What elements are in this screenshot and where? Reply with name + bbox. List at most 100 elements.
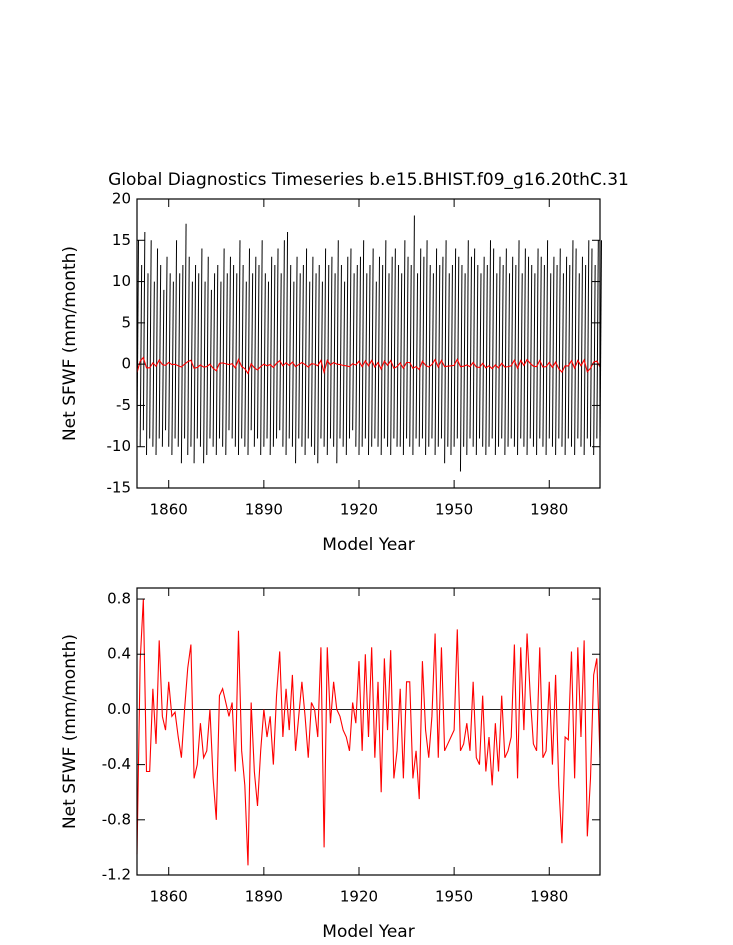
range-stroke [368, 265, 371, 455]
plot-frame [136, 587, 601, 876]
range-stroke [526, 256, 530, 455]
range-stroke [177, 273, 181, 447]
range-stroke [161, 289, 165, 447]
x-tick-label: 1920 [340, 501, 378, 519]
range-stroke [222, 248, 225, 447]
range-stroke [228, 256, 231, 431]
range-stroke [574, 248, 577, 455]
range-stroke [285, 232, 289, 455]
range-stroke [402, 240, 406, 455]
range-stroke [406, 256, 409, 439]
range-stroke [409, 265, 412, 447]
range-stroke [561, 273, 564, 447]
range-stroke [209, 289, 212, 439]
y-tick-label: 0.8 [107, 590, 131, 608]
range-stroke [333, 273, 336, 447]
range-stroke [475, 265, 479, 455]
y-tick-label: -5 [116, 396, 131, 414]
range-stroke [421, 256, 425, 439]
y-tick-label: -1.2 [102, 866, 131, 884]
range-stroke [234, 273, 238, 447]
range-stroke [361, 240, 365, 447]
y-tick-label: -0.8 [102, 810, 131, 828]
x-tick-label: 1980 [530, 888, 568, 906]
range-stroke [212, 273, 216, 447]
y-tick-label: 20 [112, 190, 131, 208]
range-stroke [348, 248, 352, 439]
range-stroke [266, 281, 270, 439]
range-stroke [383, 240, 387, 439]
x-tick-label: 1860 [150, 888, 188, 906]
range-stroke [260, 240, 263, 455]
range-stroke [431, 273, 434, 439]
range-stroke [583, 265, 587, 455]
range-stroke [180, 265, 184, 464]
range-stroke [231, 265, 235, 439]
range-stroke [564, 256, 568, 455]
range-stroke [272, 265, 276, 447]
x-tick-label: 1890 [245, 888, 283, 906]
x-tick-label: 1950 [435, 888, 473, 906]
y-tick-label: 5 [121, 313, 131, 331]
range-stroke [520, 273, 523, 439]
x-tick-label: 1980 [530, 501, 568, 519]
range-stroke [298, 273, 301, 439]
range-stroke [310, 256, 314, 447]
range-stroke [596, 240, 599, 439]
range-stroke [412, 215, 415, 455]
range-stroke [326, 265, 330, 455]
range-stroke [323, 248, 327, 447]
range-stroke [507, 273, 511, 447]
range-stroke [555, 265, 558, 455]
range-stroke [440, 256, 444, 439]
range-stroke [545, 240, 549, 455]
x-axis-label: Model Year [322, 922, 414, 942]
range-stroke [206, 256, 209, 455]
range-stroke [190, 281, 193, 447]
range-stroke [374, 281, 377, 439]
range-stroke [142, 232, 146, 431]
range-stroke [288, 265, 292, 439]
range-stroke [504, 248, 507, 455]
data-line [136, 356, 601, 375]
range-stroke [276, 248, 279, 439]
range-stroke [282, 240, 285, 447]
range-stroke [336, 240, 339, 464]
y-tick-label: 0.4 [107, 645, 131, 663]
range-stroke [513, 265, 517, 447]
x-tick-label: 1890 [245, 501, 283, 519]
range-stroke [478, 273, 482, 439]
range-stroke [472, 248, 476, 447]
range-stroke [149, 240, 152, 439]
range-stroke [491, 248, 495, 439]
range-stroke [577, 273, 580, 439]
range-stroke [501, 265, 504, 439]
range-stroke [539, 256, 542, 439]
range-stroke [523, 248, 526, 447]
range-stroke [250, 273, 254, 431]
range-stroke [570, 240, 574, 447]
x-tick-label: 1920 [340, 888, 378, 906]
range-stroke [517, 240, 520, 455]
range-stroke [463, 273, 466, 447]
y-tick-label: 10 [112, 272, 131, 290]
range-stroke [567, 265, 571, 439]
range-stroke [437, 265, 441, 447]
range-stroke [469, 256, 472, 439]
range-stroke [434, 248, 438, 455]
y-tick-label: 15 [112, 231, 131, 249]
x-axis-label: Model Year [322, 535, 414, 555]
y-axis-label: Net SFWF (mm/month) [60, 634, 80, 829]
range-stroke [488, 240, 492, 447]
range-stroke [532, 273, 536, 447]
range-stroke [329, 256, 333, 439]
range-stroke [358, 256, 361, 455]
plot-frame [136, 198, 601, 489]
range-stroke [586, 240, 590, 439]
y-axis-label: Net SFWF (mm/month) [60, 246, 80, 441]
range-stroke [396, 265, 400, 447]
range-stroke [139, 265, 143, 447]
range-stroke [184, 223, 187, 439]
range-stroke [342, 281, 346, 447]
